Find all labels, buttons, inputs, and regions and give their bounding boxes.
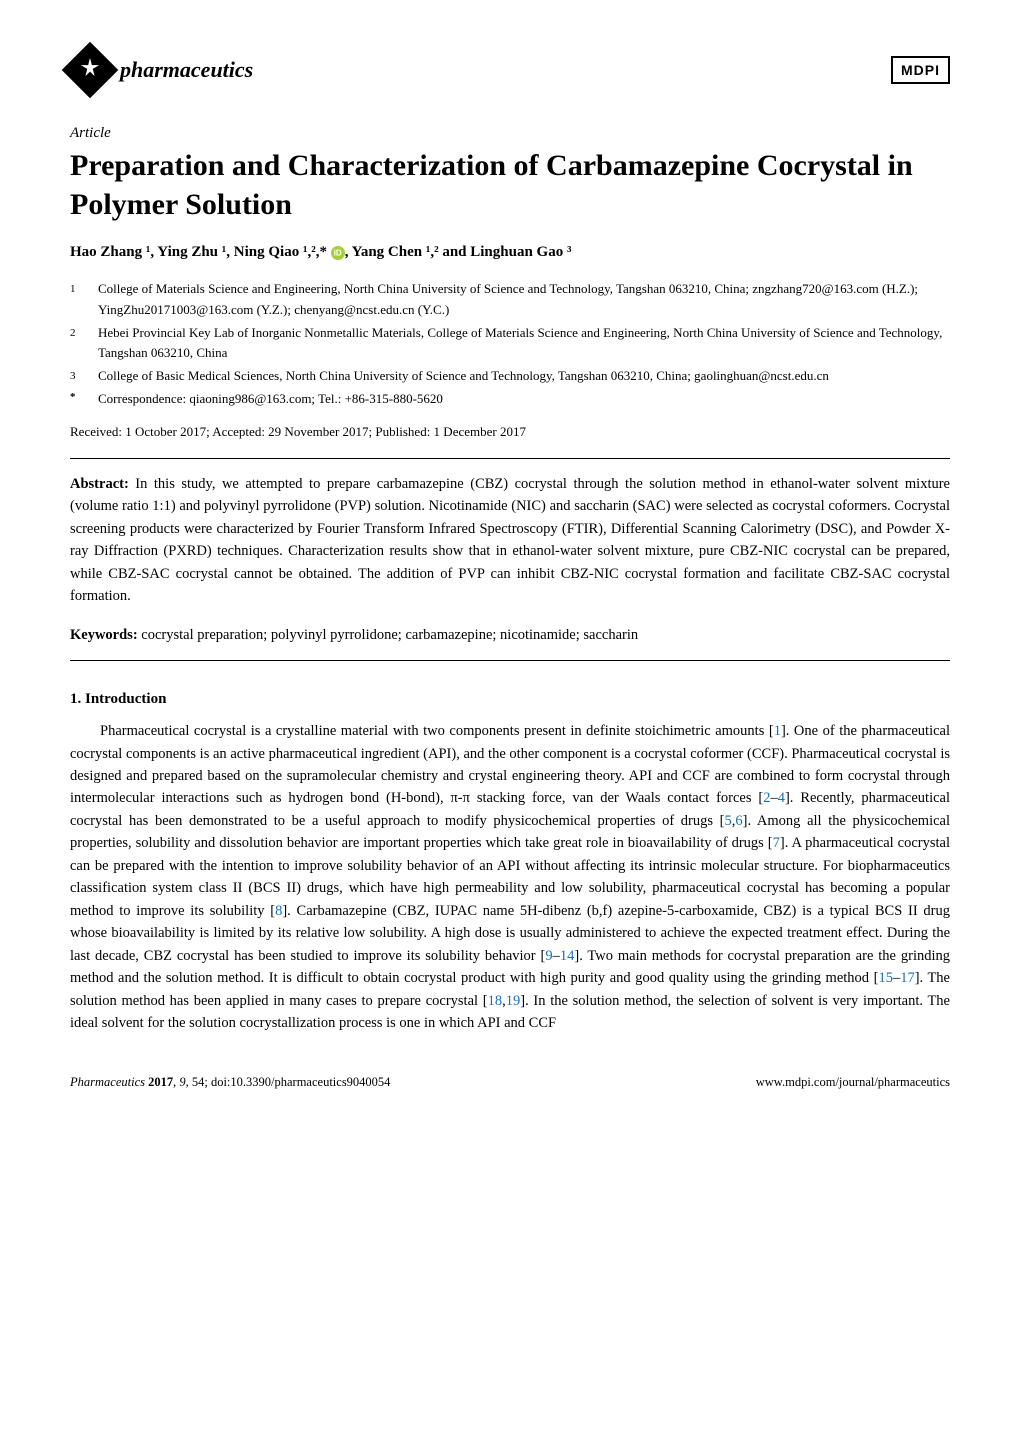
ref-link[interactable]: 7	[773, 835, 780, 851]
affiliation-item: * Correspondence: qiaoning986@163.com; T…	[98, 389, 950, 410]
article-title: Preparation and Characterization of Carb…	[70, 146, 950, 224]
publisher-logo: MDPI	[891, 56, 950, 84]
ref-link[interactable]: 19	[506, 993, 521, 1009]
ref-link[interactable]: 18	[488, 993, 503, 1009]
dates-line: Received: 1 October 2017; Accepted: 29 N…	[70, 424, 950, 440]
orcid-icon[interactable]	[331, 246, 345, 260]
footer-right[interactable]: www.mdpi.com/journal/pharmaceutics	[756, 1075, 950, 1090]
abstract-block: Abstract: In this study, we attempted to…	[70, 458, 950, 661]
ref-link[interactable]: 14	[560, 948, 575, 964]
authors-part-1: Hao Zhang ¹, Ying Zhu ¹, Ning Qiao ¹,²,*	[70, 244, 331, 260]
ref-link[interactable]: 17	[900, 970, 915, 986]
intro-paragraph: Pharmaceutical cocrystal is a crystallin…	[70, 720, 950, 1035]
affiliation-num: 1	[70, 281, 76, 299]
affiliation-item: 2 Hebei Provincial Key Lab of Inorganic …	[98, 323, 950, 365]
affiliation-text: College of Materials Science and Enginee…	[98, 281, 918, 317]
footer-year-val: 2017	[148, 1075, 173, 1089]
affiliation-text: Hebei Provincial Key Lab of Inorganic No…	[98, 325, 942, 361]
footer-left: Pharmaceutics 2017, 9, 54; doi:10.3390/p…	[70, 1075, 390, 1090]
keywords-body: cocrystal preparation; polyvinyl pyrroli…	[138, 627, 638, 643]
affiliation-text: College of Basic Medical Sciences, North…	[98, 368, 829, 383]
ref-link[interactable]: 5	[725, 813, 732, 829]
journal-icon-glyph	[79, 56, 101, 84]
journal-name: pharmaceutics	[120, 57, 253, 83]
footer-journal: Pharmaceutics	[70, 1075, 145, 1089]
footer-vol-val: , 9	[173, 1075, 186, 1089]
keywords-label: Keywords:	[70, 627, 138, 643]
footer-pagedoi: , 54; doi:10.3390/pharmaceutics9040054	[186, 1075, 391, 1089]
ref-link[interactable]: 15	[878, 970, 893, 986]
abstract-body: In this study, we attempted to prepare c…	[70, 476, 950, 604]
affiliations-list: 1 College of Materials Science and Engin…	[70, 279, 950, 410]
ref-link[interactable]: 2	[763, 790, 770, 806]
affiliation-item: 3 College of Basic Medical Sciences, Nor…	[98, 366, 950, 387]
journal-logo-group: pharmaceutics	[70, 50, 253, 90]
ref-link[interactable]: 6	[735, 813, 742, 829]
affiliation-item: 1 College of Materials Science and Engin…	[98, 279, 950, 321]
authors-line: Hao Zhang ¹, Ying Zhu ¹, Ning Qiao ¹,²,*…	[70, 244, 950, 261]
footer-year: 2017	[145, 1075, 173, 1089]
affiliation-num: 3	[70, 368, 76, 386]
affiliation-num: 2	[70, 325, 76, 343]
affiliation-num: *	[70, 389, 76, 407]
affiliation-text: Correspondence: qiaoning986@163.com; Tel…	[98, 391, 443, 406]
ref-link[interactable]: 4	[778, 790, 785, 806]
ref-link[interactable]: 1	[774, 723, 781, 739]
abstract-label: Abstract:	[70, 476, 129, 492]
ref-link[interactable]: 8	[275, 903, 282, 919]
authors-part-2: , Yang Chen ¹,² and Linghuan Gao ³	[345, 244, 572, 260]
header-row: pharmaceutics MDPI	[70, 50, 950, 90]
section-heading: 1. Introduction	[70, 691, 950, 708]
journal-icon	[62, 42, 119, 99]
footer-vol: , 9	[173, 1075, 186, 1089]
abstract-paragraph: Abstract: In this study, we attempted to…	[70, 473, 950, 608]
keywords-paragraph: Keywords: cocrystal preparation; polyvin…	[70, 624, 950, 646]
article-type: Article	[70, 125, 950, 142]
page-footer: Pharmaceutics 2017, 9, 54; doi:10.3390/p…	[70, 1075, 950, 1090]
ref-link[interactable]: 9	[545, 948, 552, 964]
